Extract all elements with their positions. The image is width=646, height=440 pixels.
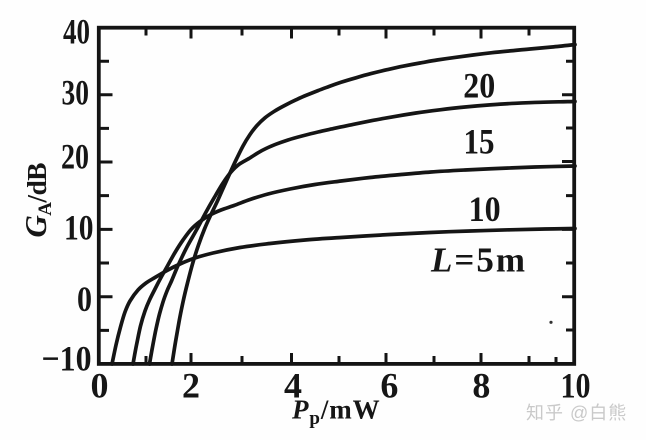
svg-text:GA/dB: GA/dB <box>18 163 56 238</box>
svg-text:20: 20 <box>463 66 495 106</box>
svg-text:10: 10 <box>64 208 94 248</box>
svg-text:15: 15 <box>464 122 495 162</box>
svg-text:20: 20 <box>61 137 89 177</box>
svg-text:4: 4 <box>284 366 302 406</box>
svg-text:10: 10 <box>469 189 501 229</box>
svg-text:30: 30 <box>62 73 90 113</box>
svg-text:10: 10 <box>561 366 591 406</box>
svg-text:40: 40 <box>63 12 90 52</box>
svg-text:L=5m: L=5m <box>430 241 527 280</box>
svg-text:0: 0 <box>77 279 92 319</box>
svg-text:8: 8 <box>472 366 490 406</box>
svg-text:6: 6 <box>380 366 398 406</box>
svg-text:−10: −10 <box>42 339 92 379</box>
svg-text:知乎 @白熊: 知乎 @白熊 <box>526 403 627 423</box>
svg-text:0: 0 <box>91 366 109 406</box>
svg-text:Pp/mW: Pp/mW <box>291 395 381 430</box>
svg-text:2: 2 <box>182 366 200 406</box>
